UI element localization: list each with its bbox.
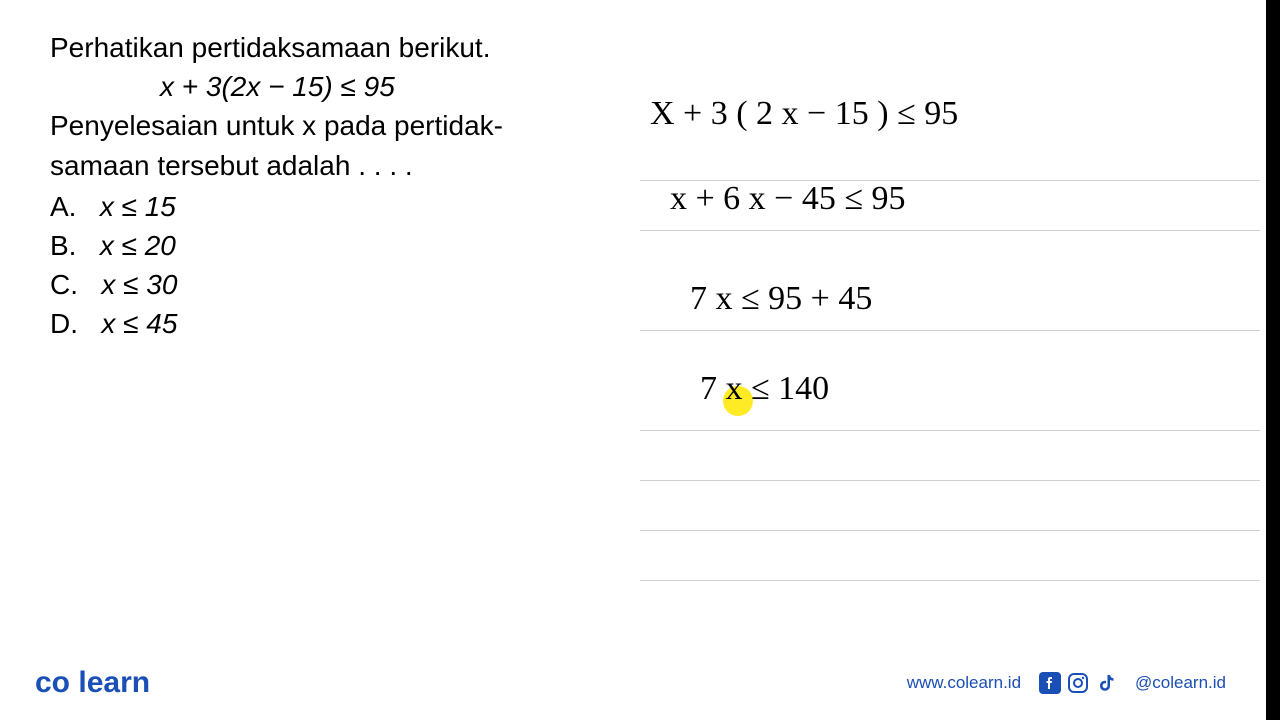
option-c-value: x ≤ 30: [101, 269, 177, 300]
ruled-line: [640, 330, 1260, 331]
social-handle: @colearn.id: [1135, 673, 1226, 693]
problem-question-line2: samaan tersebut adalah . . . .: [50, 146, 610, 185]
ruled-line: [640, 480, 1260, 481]
option-d-value: x ≤ 45: [101, 308, 177, 339]
problem-area: Perhatikan pertidaksamaan berikut. x + 3…: [50, 28, 610, 344]
ruled-line: [640, 430, 1260, 431]
option-a-value: x ≤ 15: [100, 191, 176, 222]
work-line-3: 7 x ≤ 95 + 45: [690, 280, 872, 318]
option-a: A. x ≤ 15: [50, 187, 610, 226]
option-d: D. x ≤ 45: [50, 304, 610, 343]
facebook-icon: [1039, 672, 1061, 694]
website-url: www.colearn.id: [907, 673, 1021, 693]
option-c-label: C.: [50, 269, 78, 300]
option-a-label: A.: [50, 191, 76, 222]
logo-learn-text: learn: [78, 666, 150, 699]
problem-equation: x + 3(2x − 15) ≤ 95: [160, 67, 610, 106]
brand-logo: co learn: [35, 666, 150, 700]
option-c: C. x ≤ 30: [50, 265, 610, 304]
work-line-1: X + 3 ( 2 x − 15 ) ≤ 95: [650, 95, 958, 133]
social-icons: [1039, 672, 1117, 694]
instagram-icon: [1067, 672, 1089, 694]
logo-co-text: co: [35, 666, 70, 699]
right-border: [1266, 0, 1280, 720]
option-b: B. x ≤ 20: [50, 226, 610, 265]
problem-intro: Perhatikan pertidaksamaan berikut.: [50, 28, 610, 67]
footer: co learn www.colearn.id @colearn.id: [0, 666, 1266, 700]
option-b-value: x ≤ 20: [100, 230, 176, 261]
option-d-label: D.: [50, 308, 78, 339]
work-line-2: x + 6 x − 45 ≤ 95: [670, 180, 906, 218]
ruled-line: [640, 580, 1260, 581]
work-line-4: 7 x ≤ 140: [700, 370, 829, 408]
tiktok-icon: [1095, 672, 1117, 694]
problem-question-line1: Penyelesaian untuk x pada pertidak-: [50, 106, 610, 145]
ruled-line: [640, 230, 1260, 231]
ruled-line: [640, 530, 1260, 531]
footer-right: www.colearn.id @colearn.id: [907, 672, 1226, 694]
option-b-label: B.: [50, 230, 76, 261]
options-list: A. x ≤ 15 B. x ≤ 20 C. x ≤ 30 D. x ≤ 45: [50, 187, 610, 344]
